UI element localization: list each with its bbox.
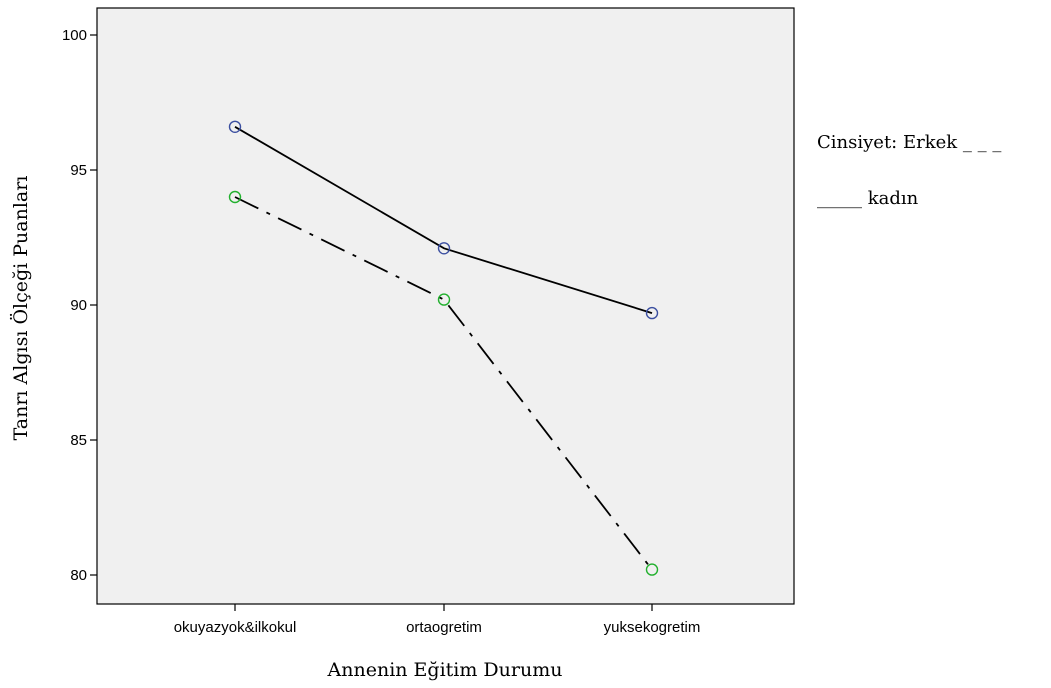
series-points [228, 120, 659, 576]
y-tick-label: 80 [70, 567, 87, 584]
legend-line-2: _____ kadın [817, 188, 919, 209]
x-axis: okuyazyok&ilkokul ortaogretim yuksekogreti… [174, 604, 701, 636]
series-2-point [437, 293, 451, 306]
x-tick-label: ortaogretim [406, 619, 482, 636]
series-lines [234, 126, 653, 571]
x-tick-label: yuksekogretim [604, 619, 701, 636]
series-1-point [437, 242, 451, 255]
y-tick-label: 85 [70, 432, 87, 449]
y-tick-label: 95 [70, 162, 87, 179]
y-axis: 80 85 90 95 100 [62, 27, 97, 584]
series-2-point [645, 563, 659, 576]
series-1-point [228, 120, 242, 134]
series-2-point [228, 190, 242, 204]
x-axis-title: Annenin Eğitim Durumu [327, 659, 563, 681]
y-tick-label: 90 [70, 297, 87, 314]
legend-line-1: Cinsiyet: Erkek _ _ _ [817, 132, 1002, 153]
series-1-point [645, 306, 659, 320]
y-axis-title: Tanrı Algısı Ölçeği Puanları [9, 176, 32, 441]
series-line-1 [234, 126, 653, 314]
y-tick-label: 100 [62, 27, 87, 44]
x-tick-label: okuyazyok&ilkokul [174, 619, 297, 636]
plot-area [96, 7, 795, 605]
